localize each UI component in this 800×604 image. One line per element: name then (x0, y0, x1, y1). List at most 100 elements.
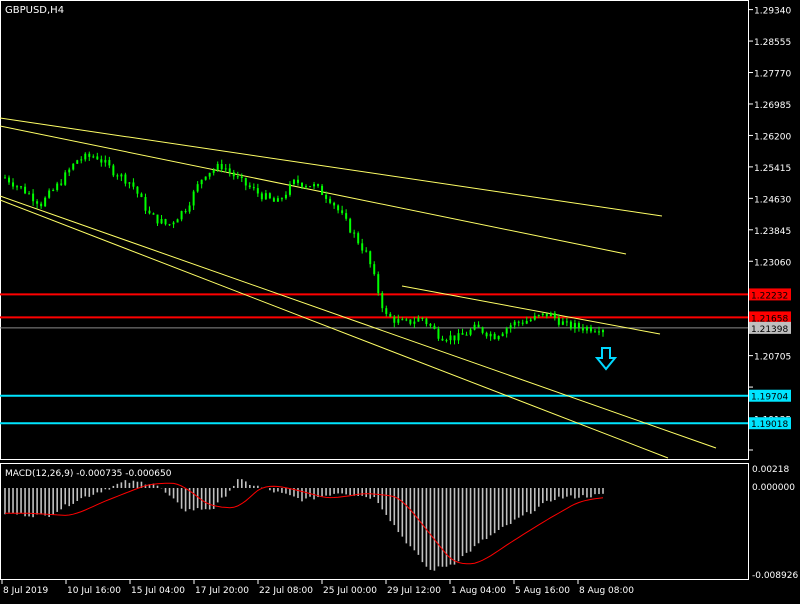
macd-axis-top: 0.00218 (752, 465, 789, 475)
candle-body (602, 330, 604, 333)
candle-body (425, 318, 428, 325)
candle-body (296, 179, 299, 183)
price-tick-label: 1.20705 (754, 353, 791, 363)
candle-body (589, 326, 592, 332)
candle-body (457, 333, 460, 341)
candle-body (305, 186, 308, 188)
candle-body (341, 210, 344, 214)
macd-signal-line (5, 482, 604, 565)
down-arrow-icon[interactable] (594, 347, 618, 371)
candle-body (136, 186, 139, 194)
level-label: 1.19018 (751, 420, 788, 430)
candle-body (16, 186, 19, 188)
candle-body (377, 274, 380, 293)
candle-body (208, 172, 211, 177)
candle-body (108, 159, 111, 166)
price-tick-label: 1.26985 (754, 101, 791, 111)
candle-body (557, 317, 560, 325)
macd-axis-bottom: -0.008926 (752, 571, 798, 581)
trendline[interactable] (0, 125, 627, 255)
candle-body (216, 164, 219, 170)
time-tick-label: 10 Jul 16:00 (67, 586, 121, 596)
macd-axis-zero: 0.000000 (752, 483, 795, 493)
time-tick-label: 29 Jul 12:00 (387, 586, 441, 596)
price-tick-label: 1.24630 (754, 195, 791, 205)
candle-body (509, 325, 512, 329)
candle-body (497, 336, 500, 340)
candle-body (353, 232, 356, 234)
candle-body (533, 315, 536, 320)
candle-body (593, 331, 596, 333)
candle-body (577, 323, 580, 328)
macd-title: MACD(12,26,9) -0.000735 -0.000650 (5, 469, 172, 479)
candle-body (44, 197, 47, 207)
trendlines[interactable] (0, 117, 717, 459)
candle-body (545, 313, 548, 317)
candle-body (232, 172, 235, 177)
candle-body (116, 175, 119, 177)
candle-body (160, 219, 163, 224)
candle-body (337, 205, 340, 211)
time-tick-label: 1 Aug 04:00 (451, 586, 506, 596)
candle-body (80, 159, 83, 161)
candle-body (597, 331, 600, 333)
candle-body (389, 313, 392, 317)
candle-body (168, 224, 171, 226)
macd-histogram (4, 479, 604, 571)
candle-body (252, 187, 255, 189)
candle-body (529, 319, 532, 321)
candle-body (381, 292, 384, 309)
candle-body (88, 153, 91, 157)
time-tick-label: 17 Jul 20:00 (195, 586, 249, 596)
candle-body (172, 222, 175, 225)
level-label-bg (749, 389, 791, 402)
candle-body (152, 213, 155, 215)
candle-body (437, 328, 440, 339)
candle-body (581, 327, 584, 331)
candle-body (132, 182, 135, 187)
candle-body (76, 160, 79, 164)
candle-body (196, 184, 199, 192)
candle-body (124, 174, 127, 184)
trendline[interactable] (0, 195, 717, 449)
candle-body (104, 159, 107, 163)
candle-body (333, 202, 336, 206)
candle-body (204, 176, 207, 180)
candle-body (473, 324, 476, 330)
candle-body (465, 334, 468, 336)
candle-body (501, 333, 504, 337)
candle-body (461, 333, 464, 335)
candle-body (200, 179, 203, 185)
candle-body (24, 186, 27, 194)
candle-body (8, 177, 11, 183)
candle-body (397, 319, 400, 323)
candle-body (48, 190, 51, 198)
trendline[interactable] (0, 199, 669, 459)
time-tick-label: 5 Aug 16:00 (515, 586, 570, 596)
candle-body (288, 183, 291, 195)
candle-body (405, 319, 408, 321)
trendline[interactable] (401, 285, 661, 335)
candle-body (573, 323, 576, 329)
candle-body (224, 168, 227, 170)
candle-body (445, 340, 448, 342)
time-tick-label: 8 Jul 2019 (3, 586, 48, 596)
time-tick-label: 25 Jul 00:00 (323, 586, 377, 596)
time-tick-label: 8 Aug 08:00 (579, 586, 634, 596)
candle-body (429, 324, 432, 326)
candle-body (184, 211, 187, 213)
candle-body (28, 193, 31, 195)
candle-body (553, 313, 556, 318)
time-tick-label: 15 Jul 04:00 (131, 586, 185, 596)
candle-body (401, 319, 404, 321)
candle-body (309, 186, 312, 188)
level-label: 1.22232 (751, 291, 788, 301)
candle-body (156, 214, 159, 224)
candle-body (357, 233, 360, 244)
candle-body (52, 189, 55, 191)
trendline[interactable] (0, 117, 663, 217)
candle-body (329, 198, 332, 203)
candle-body (521, 322, 524, 324)
